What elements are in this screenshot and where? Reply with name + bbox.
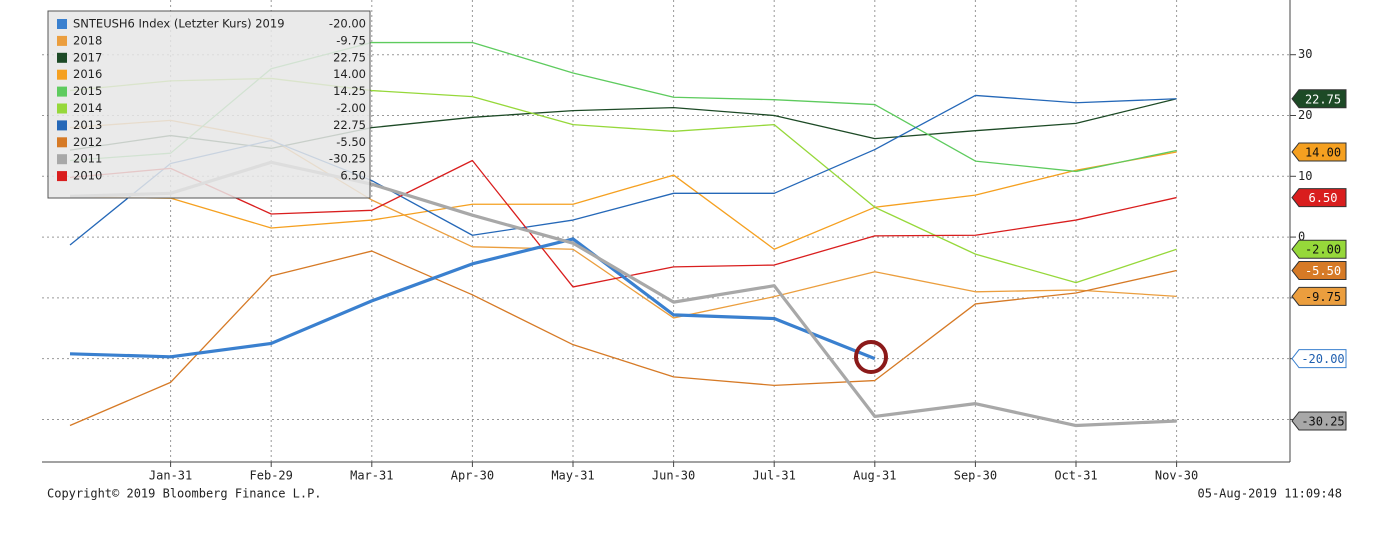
x-tick-label: Apr-30 (451, 469, 494, 483)
legend-value: 22.75 (333, 118, 366, 132)
axis: -30-20-100102030Jan-31Feb-29Mar-31Apr-30… (149, 47, 1347, 483)
legend-swatch (57, 52, 67, 63)
value-tag-label: -30.25 (1301, 414, 1344, 428)
value-tag (1291, 286, 1347, 306)
legend-label: 2017 (73, 50, 102, 64)
value-tag (1291, 89, 1347, 109)
series-line (69, 160, 1177, 428)
x-tick-label: May-31 (551, 469, 594, 483)
value-tag-label: 22.75 (1305, 92, 1341, 106)
legend-swatch (57, 120, 67, 131)
legend-label: 2018 (73, 33, 102, 47)
value-tag-label: 14.00 (1305, 145, 1341, 159)
legend: SNTEUSH6 Index (Letzter Kurs) 2019 -20.00… (47, 10, 371, 199)
legend-value: -30.25 (329, 152, 366, 166)
legend-label: 2010 (73, 169, 102, 183)
legend-swatch (57, 137, 67, 148)
legend-label: 2016 (73, 67, 102, 81)
x-tick-label: Sep-30 (954, 469, 997, 483)
x-tick-label: Mar-31 (350, 469, 393, 483)
legend-swatch (57, 19, 67, 29)
legend-label: 2013 (73, 118, 102, 132)
value-tag (1291, 188, 1347, 208)
value-tag-label: -5.50 (1305, 264, 1341, 278)
value-tag (1291, 411, 1347, 431)
value-tag (1291, 261, 1347, 281)
y-tick-label: 20 (1298, 108, 1312, 122)
series-line (69, 151, 1177, 250)
value-tag (1291, 142, 1347, 162)
value-tag-label: -20.00 (1301, 352, 1344, 366)
x-tick-label: Jan-31 (149, 469, 192, 483)
series-line (69, 237, 876, 361)
value-tag (1291, 239, 1347, 259)
value-tag-label: -9.75 (1305, 290, 1341, 304)
legend-label: 2014 (73, 101, 102, 115)
y-tick-label: 0 (1298, 230, 1305, 244)
copyright: Copyright© 2019 Bloomberg Finance L.P. (47, 487, 322, 501)
legend-swatch (57, 69, 67, 80)
legend-value: 14.25 (333, 84, 366, 98)
legend-label: 2011 (73, 152, 102, 166)
y-tick-label: 30 (1298, 47, 1312, 61)
x-tick-label: Jun-30 (652, 469, 695, 483)
x-tick-label: Nov-30 (1155, 469, 1198, 483)
legend-label: 2012 (73, 135, 102, 149)
legend-value: 14.00 (333, 67, 366, 81)
x-tick-label: Aug-31 (853, 469, 896, 483)
legend-swatch (57, 86, 67, 97)
legend-swatch (57, 35, 67, 46)
x-tick-label: Oct-31 (1054, 469, 1097, 483)
y-tick-label: 10 (1298, 169, 1312, 183)
legend-value: -20.00 (329, 17, 366, 31)
legend-value: -2.00 (336, 101, 366, 115)
legend-label: SNTEUSH6 Index (Letzter Kurs) 2019 (73, 17, 285, 31)
x-tick-label: Jul-31 (753, 469, 796, 483)
timestamp: 05-Aug-2019 11:09:48 (1198, 487, 1343, 501)
legend-label: 2015 (73, 84, 102, 98)
legend-box (47, 10, 371, 199)
highlight-circle (854, 340, 888, 374)
series-line (69, 250, 1177, 427)
value-tag-label: -2.00 (1305, 243, 1341, 257)
legend-swatch (57, 171, 67, 182)
value-tag-label: 6.50 (1309, 191, 1338, 205)
grid (42, 0, 1290, 462)
legend-swatch (57, 103, 67, 114)
legend-value: -9.75 (336, 33, 366, 47)
x-tick-label: Feb-29 (250, 469, 293, 483)
legend-value: 22.75 (333, 50, 366, 64)
value-tag (1291, 349, 1347, 369)
legend-swatch (57, 154, 67, 165)
legend-value: -5.50 (336, 135, 366, 149)
legend-value: 6.50 (340, 169, 366, 183)
